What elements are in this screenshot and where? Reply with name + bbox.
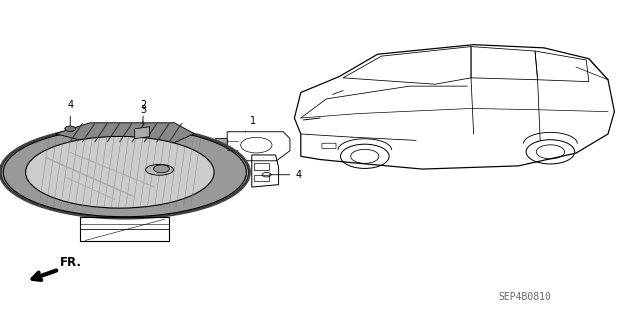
Ellipse shape	[1, 127, 249, 218]
Polygon shape	[135, 127, 150, 139]
Text: FR.: FR.	[60, 256, 82, 269]
Polygon shape	[56, 123, 195, 143]
Ellipse shape	[26, 137, 214, 208]
Polygon shape	[209, 138, 227, 152]
Circle shape	[154, 165, 170, 173]
Text: 1: 1	[245, 116, 256, 132]
Ellipse shape	[146, 164, 173, 175]
Text: 2: 2	[141, 100, 147, 122]
Text: 4: 4	[269, 170, 301, 180]
Circle shape	[65, 126, 76, 131]
Text: SEP4B0810: SEP4B0810	[499, 292, 551, 302]
Text: 3: 3	[141, 105, 147, 126]
Text: 4: 4	[67, 100, 74, 126]
